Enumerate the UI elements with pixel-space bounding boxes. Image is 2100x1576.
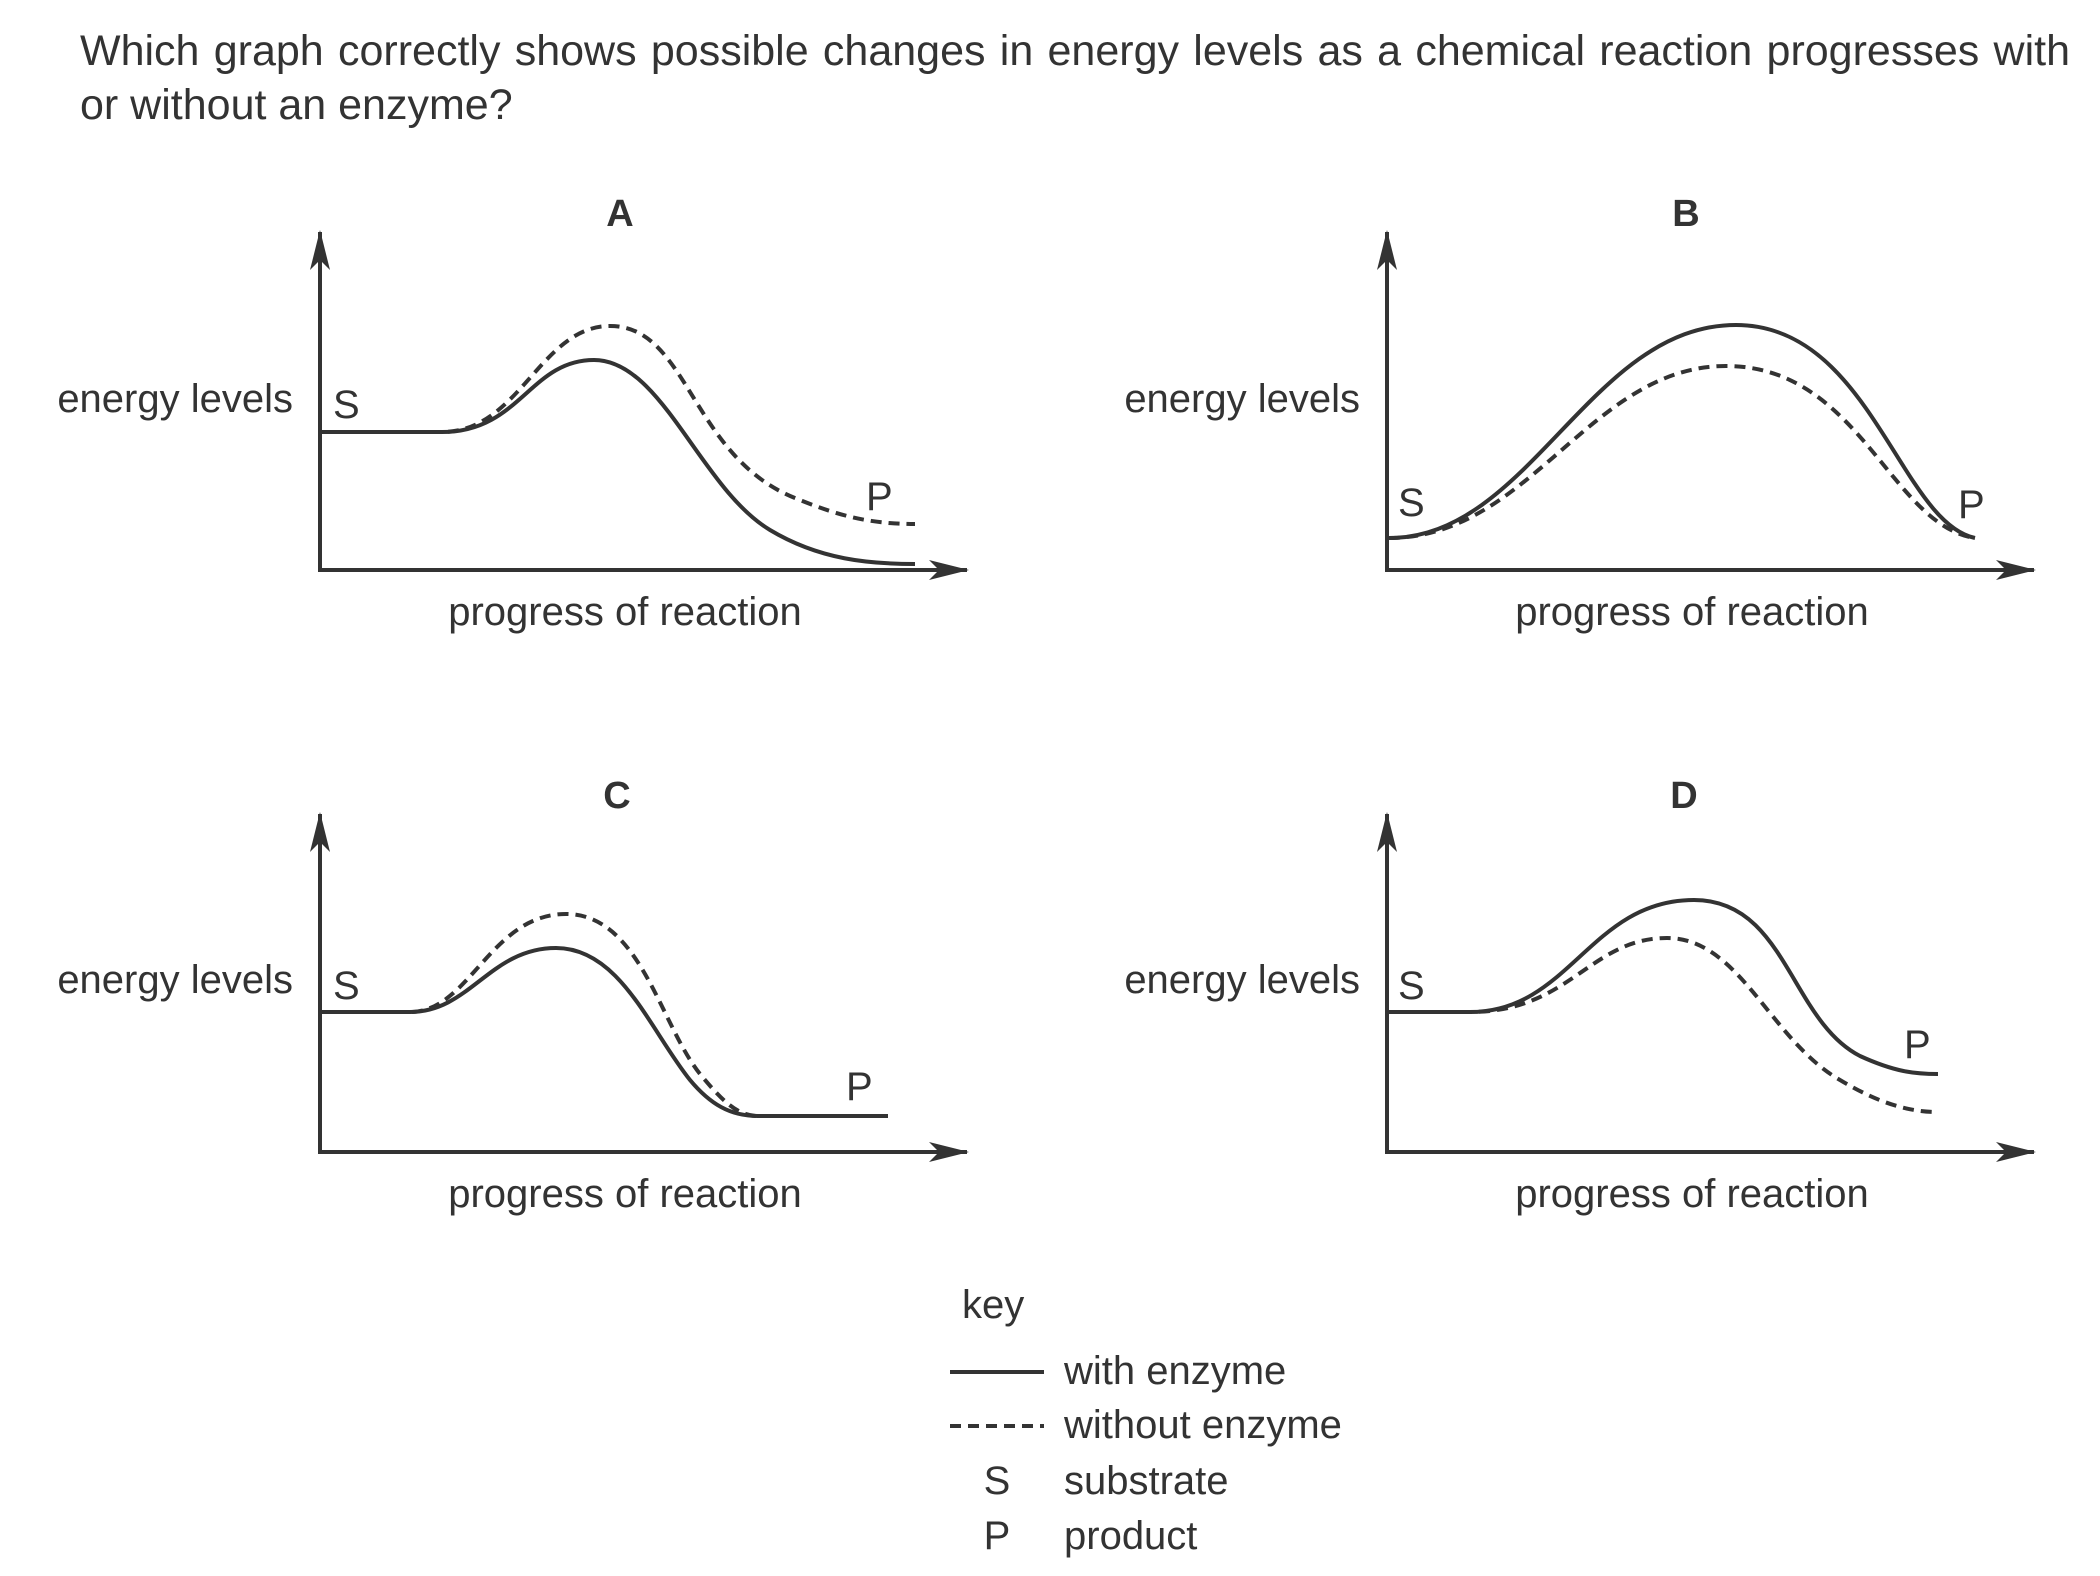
product-label: P [866,475,893,519]
graph-letter: C [603,775,630,817]
x-axis-label: progress of reaction [1515,590,1869,634]
graph-d: D energy levels progress of reaction S P [1124,775,2036,1216]
substrate-label: S [333,383,360,427]
graph-letter: A [606,193,633,235]
substrate-label: S [1398,964,1425,1008]
y-axis-label: energy levels [57,377,293,421]
key-symbol-s: S [984,1459,1011,1503]
without-enzyme-curve [1388,363,1976,540]
key-label-substrate: substrate [1064,1459,1229,1503]
x-axis-label: progress of reaction [448,1172,802,1216]
without-enzyme-curve [322,911,888,1118]
with-enzyme-curve [1389,897,1939,1076]
graph-c: C energy levels progress of reaction S P [57,775,969,1216]
question-text: Which graph correctly shows possible cha… [80,27,2070,129]
product-label: P [1958,483,1985,527]
y-axis-label: energy levels [57,958,293,1002]
without-enzyme-curve [1389,935,1939,1114]
graph-letter: B [1672,193,1699,235]
y-axis-label: energy levels [1124,377,1360,421]
key-label-without-enzyme: without enzyme [1063,1403,1342,1447]
product-label: P [846,1065,873,1109]
with-enzyme-curve [322,945,888,1118]
graph-a: A energy levels progress of reaction S P [57,193,969,634]
with-enzyme-curve [1388,322,1976,540]
substrate-label: S [1398,481,1425,525]
y-axis-label: energy levels [1124,958,1360,1002]
key-title: key [962,1283,1024,1327]
product-label: P [1904,1023,1931,1067]
key: key with enzyme without enzyme S substra… [950,1283,1342,1558]
x-axis-label: progress of reaction [448,590,802,634]
key-symbol-p: P [984,1514,1011,1558]
graph-b: B energy levels progress of reaction S P [1124,193,2036,634]
with-enzyme-curve [322,357,916,566]
key-label-product: product [1064,1514,1197,1558]
without-enzyme-curve [322,323,916,526]
substrate-label: S [333,964,360,1008]
graph-letter: D [1670,775,1697,817]
x-axis-label: progress of reaction [1515,1172,1869,1216]
key-label-with-enzyme: with enzyme [1063,1349,1286,1393]
